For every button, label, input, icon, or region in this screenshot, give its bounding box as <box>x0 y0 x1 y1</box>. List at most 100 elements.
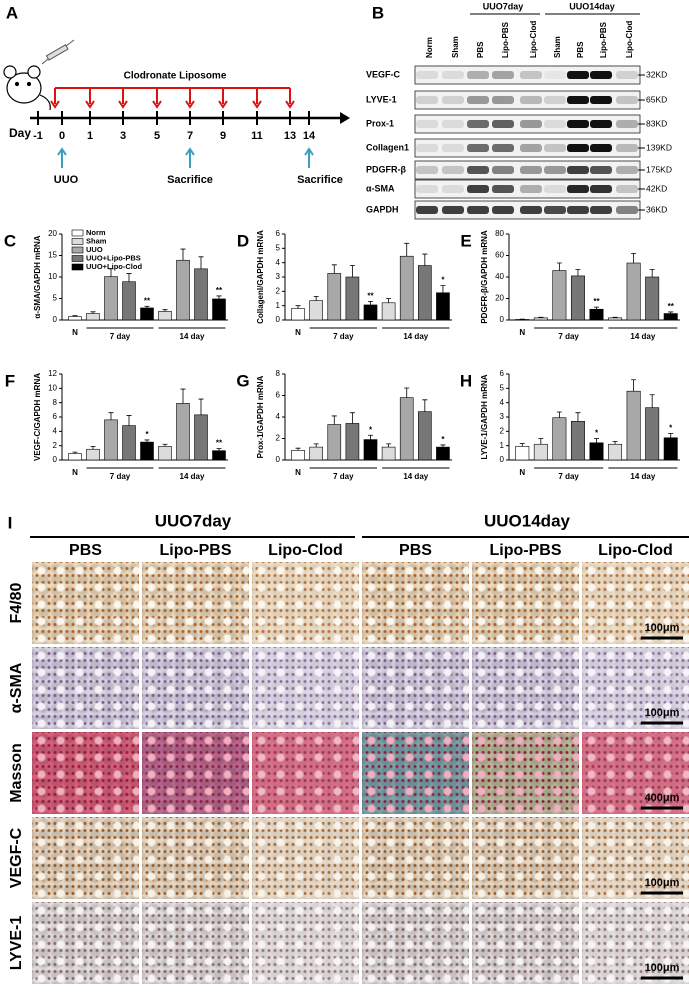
error-bar <box>612 316 618 318</box>
timeline-day: 13 <box>284 130 296 142</box>
micrograph <box>582 817 689 899</box>
bar <box>176 403 190 461</box>
event-label: Sacrifice <box>297 174 343 186</box>
error-bar <box>649 394 655 408</box>
timeline-day: 3 <box>120 130 126 142</box>
error-bar <box>180 388 186 404</box>
blot-band <box>442 185 464 193</box>
y-tick-label: 0 <box>276 315 281 324</box>
bar <box>645 407 660 461</box>
x-tick-label: N <box>72 468 78 477</box>
blot-protein: PDGFR-β <box>366 164 406 174</box>
y-axis-label: α-SMA/GAPDH mRNA <box>33 235 42 318</box>
micrograph <box>472 732 579 814</box>
timeline-day: 1 <box>87 130 93 142</box>
bar <box>552 270 567 321</box>
bar <box>291 450 305 461</box>
y-tick-label: 0 <box>276 455 281 464</box>
y-tick-label: 2 <box>276 434 281 443</box>
error-bar <box>538 438 544 445</box>
significance: * <box>145 430 149 439</box>
blot-band <box>520 71 542 79</box>
blot-band <box>567 206 589 214</box>
error-bar <box>313 443 319 448</box>
micrograph <box>362 817 469 899</box>
blot-size: 36KD <box>646 204 667 214</box>
error-bar <box>162 309 168 312</box>
micrograph <box>252 817 359 899</box>
x-tick-label: N <box>295 468 301 477</box>
group-label: 14 day <box>630 332 655 341</box>
blot-band <box>416 120 438 128</box>
injection-arrowhead <box>118 100 128 109</box>
histology-group: UUO14day <box>484 511 571 530</box>
error-bar <box>612 440 618 445</box>
blot-lane: Lipo-PBS <box>599 21 608 58</box>
scale-label: 100μm <box>645 877 680 889</box>
bar <box>399 397 414 461</box>
blot-lane: Sham <box>553 36 562 58</box>
significance: ** <box>216 286 223 295</box>
blot-lane: Lipo-PBS <box>501 21 510 58</box>
significance: ** <box>216 439 223 448</box>
error-bar <box>556 411 562 418</box>
blot-band <box>544 206 566 214</box>
error-bar <box>440 444 446 448</box>
injection-arrowhead <box>152 100 162 109</box>
blot-band <box>416 166 438 174</box>
error-bar <box>349 412 355 424</box>
y-tick-label: 6 <box>276 391 281 400</box>
error-bar <box>440 285 446 293</box>
bar <box>345 276 360 321</box>
y-tick-label: 3 <box>500 412 505 421</box>
error-bar <box>422 399 428 412</box>
scale-label: 100μm <box>645 707 680 719</box>
y-tick-label: 12 <box>48 369 57 378</box>
error-bar <box>126 273 132 282</box>
significance: * <box>369 425 373 434</box>
micrograph <box>472 562 579 644</box>
y-tick-label: 1 <box>500 441 505 450</box>
group-label: 14 day <box>403 332 428 341</box>
bar <box>68 316 82 321</box>
timeline-day: 11 <box>251 130 263 142</box>
error-bar <box>180 248 186 261</box>
micrograph <box>32 732 139 814</box>
bar <box>608 317 623 321</box>
micrograph <box>32 647 139 729</box>
error-bar <box>108 268 114 277</box>
histology-stain: VEGF-C <box>8 827 25 888</box>
bar <box>663 313 678 321</box>
y-tick-label: 15 <box>48 251 57 260</box>
blot-band <box>544 185 566 193</box>
bar <box>533 317 548 321</box>
x-tick-label: N <box>295 328 301 337</box>
micrograph <box>252 902 359 984</box>
micrograph <box>362 647 469 729</box>
blot-band <box>520 96 542 104</box>
blot-band <box>467 206 489 214</box>
blot-lane: Lipo-Clod <box>529 21 538 58</box>
error-bar <box>144 305 150 308</box>
blot-band <box>442 120 464 128</box>
error-bar <box>331 415 337 425</box>
histology-column: Lipo-Clod <box>598 542 673 559</box>
micrograph <box>32 817 139 899</box>
blot-band <box>520 166 542 174</box>
bar <box>363 304 378 321</box>
error-bar <box>295 447 301 451</box>
timeline-day: 9 <box>220 130 226 142</box>
y-axis-label: LYVE-1/GAPDH mRNA <box>480 374 489 459</box>
y-tick-label: 1 <box>276 301 281 310</box>
error-bar <box>126 415 132 426</box>
bar <box>663 437 678 461</box>
y-tick-label: 40 <box>495 272 504 281</box>
scale-label: 100μm <box>645 622 680 634</box>
micrograph <box>142 902 249 984</box>
blot-band <box>590 96 612 104</box>
error-bar <box>404 242 410 257</box>
blot-band <box>616 71 638 79</box>
blot-band <box>520 206 542 214</box>
error-bar <box>368 434 373 440</box>
legend-swatch <box>71 246 84 254</box>
